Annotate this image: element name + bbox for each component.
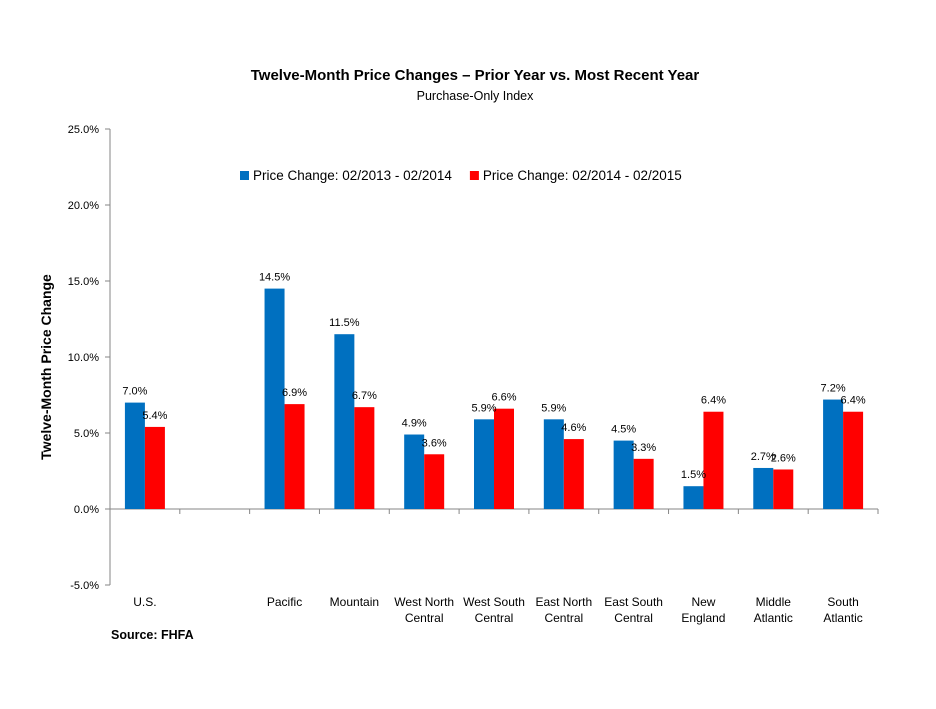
data-label: 1.5% — [681, 469, 706, 481]
data-label: 6.7% — [352, 390, 377, 402]
data-label: 3.3% — [631, 442, 656, 454]
data-label: 4.9% — [402, 418, 427, 430]
chart-subtitle: Purchase-Only Index — [417, 89, 534, 103]
bar-series-2 — [284, 404, 305, 509]
category-label: Pacific — [267, 595, 302, 609]
bar-series-1 — [404, 434, 425, 509]
legend-swatch — [240, 171, 249, 180]
bar-series-1 — [264, 288, 285, 509]
x-axis-ticks — [109, 509, 879, 514]
y-tick-label: 15.0% — [68, 276, 99, 288]
data-label: 6.4% — [841, 395, 866, 407]
data-label: 6.9% — [282, 387, 307, 399]
bar-series-1 — [543, 419, 564, 509]
bar-series-2 — [843, 411, 864, 509]
data-label: 11.5% — [329, 317, 360, 329]
data-label: 14.5% — [259, 272, 290, 284]
data-label: 4.5% — [611, 424, 636, 436]
bar-series-1 — [124, 402, 145, 509]
bar-series-2 — [633, 458, 654, 509]
data-label: 5.9% — [471, 402, 496, 414]
data-label: 7.0% — [122, 386, 147, 398]
y-axis-ticks: -5.0% 0.0% 5.0% 10.0% 15.0% 20.0% 25.0% — [68, 124, 110, 592]
category-label: Mountain — [330, 595, 379, 609]
bar-series-2 — [144, 426, 165, 509]
y-tick-label: 5.0% — [74, 428, 99, 440]
category-label: U.S. — [133, 595, 156, 609]
bar-series-2 — [354, 407, 375, 509]
category-label: New England — [681, 595, 725, 625]
category-label: East South Central — [604, 595, 663, 625]
legend: Price Change: 02/2013 - 02/2014 Price Cha… — [240, 168, 682, 183]
y-tick-label: -5.0% — [70, 580, 99, 592]
data-label: 6.4% — [701, 395, 726, 407]
data-label: 7.2% — [821, 383, 846, 395]
data-label: 2.6% — [771, 452, 796, 464]
legend-label: Price Change: 02/2014 - 02/2015 — [483, 168, 682, 183]
category-label: South Atlantic — [823, 595, 862, 625]
category-label: Middle Atlantic — [754, 595, 793, 625]
category-label: West South Central — [463, 595, 525, 625]
data-label: 6.6% — [491, 392, 516, 404]
legend-label: Price Change: 02/2013 - 02/2014 — [253, 168, 452, 183]
data-labels: 7.0% 14.5% 11.5% 4.9% 5.9% 5.9% 4.5% 1.5% 2.7% 7.… — [122, 272, 865, 482]
bar-series-1 — [474, 419, 494, 509]
bar-series-1 — [613, 440, 634, 509]
bar-series-2 — [494, 408, 514, 509]
category-label: West North Central — [394, 595, 454, 625]
bar-series-1 — [334, 334, 355, 509]
y-tick-label: 25.0% — [68, 124, 99, 136]
source-note: Source: FHFA — [111, 628, 194, 642]
bar-series-2 — [563, 439, 584, 509]
y-axis-label: Twelve-Month Price Change — [38, 274, 54, 460]
y-tick-label: 10.0% — [68, 352, 99, 364]
data-label: 5.4% — [142, 410, 167, 422]
bar-series-1 — [683, 486, 704, 509]
bar-series-2 — [773, 469, 794, 509]
chart-title: Twelve-Month Price Changes – Prior Year … — [251, 67, 700, 84]
category-labels: U.S. Pacific Mountain West North Central West… — [133, 595, 863, 625]
data-label: 4.6% — [561, 422, 586, 434]
bar-series-1 — [753, 467, 774, 509]
legend-swatch — [469, 171, 479, 180]
bar-series-1 — [823, 399, 844, 509]
y-tick-label: 20.0% — [68, 200, 99, 212]
bar-series — [124, 288, 864, 509]
data-label: 2.7% — [751, 451, 776, 463]
y-tick-label: 0.0% — [74, 504, 99, 516]
category-label: East North Central — [535, 595, 592, 625]
bar-series-2 — [703, 411, 724, 509]
data-label: 3.6% — [422, 437, 447, 449]
bar-series-2 — [424, 454, 445, 509]
data-label: 5.9% — [541, 402, 566, 414]
